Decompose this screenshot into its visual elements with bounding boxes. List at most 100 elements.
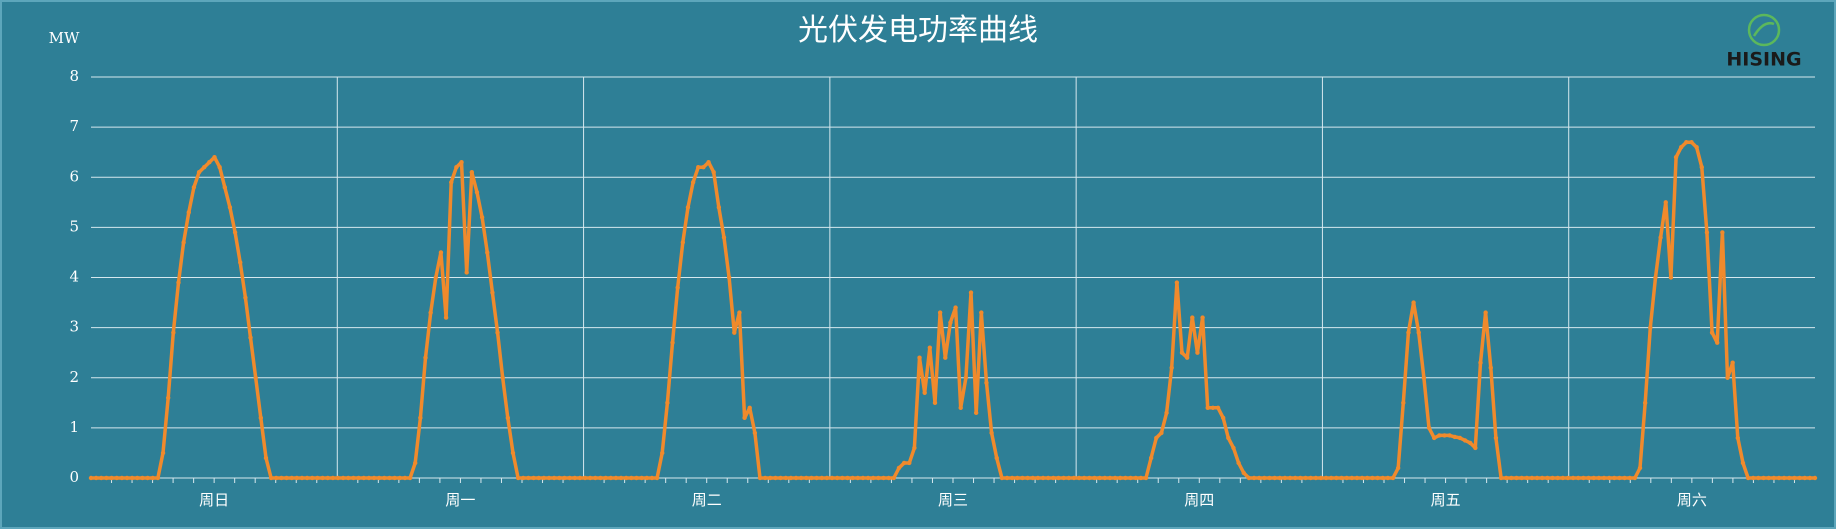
x-tick-label: 周四 [1184, 491, 1214, 509]
data-point [1344, 475, 1349, 481]
data-point [876, 475, 881, 481]
y-tick-label: 5 [69, 217, 79, 235]
data-point [346, 475, 351, 481]
data-point [1437, 433, 1442, 438]
data-point [1112, 475, 1118, 481]
data-point [1318, 475, 1324, 481]
data-point [160, 450, 166, 456]
data-point [1087, 475, 1092, 481]
data-point [1447, 433, 1452, 438]
data-point [1704, 230, 1710, 235]
data-point [521, 475, 526, 481]
data-point [1390, 475, 1396, 481]
data-point [922, 390, 927, 395]
data-point [907, 460, 912, 466]
data-point [680, 240, 686, 245]
data-point [428, 310, 433, 315]
data-point [1251, 475, 1257, 481]
data-point [881, 475, 886, 481]
data-point [1632, 475, 1638, 481]
data-point [1051, 475, 1056, 481]
x-tick-label: 周一 [445, 491, 475, 509]
data-point [732, 330, 737, 335]
data-point [1689, 139, 1694, 145]
data-point [490, 290, 495, 295]
data-point [1673, 155, 1679, 160]
data-point [1529, 475, 1535, 481]
data-point [418, 415, 423, 421]
data-point [1653, 275, 1658, 280]
x-tick-label: 周日 [199, 491, 229, 509]
data-point [202, 165, 207, 170]
data-point [1684, 139, 1689, 145]
data-point [1720, 230, 1725, 235]
data-point [114, 475, 119, 481]
data-point [1488, 365, 1493, 370]
data-point [994, 455, 999, 461]
data-point [155, 475, 161, 481]
data-point [1699, 165, 1704, 170]
data-point [613, 475, 619, 481]
data-point [711, 170, 716, 175]
data-point [1380, 475, 1385, 481]
data-point [459, 160, 464, 165]
data-point [1581, 475, 1586, 481]
data-point [1025, 475, 1030, 481]
data-point [804, 475, 809, 481]
data-point [1565, 475, 1571, 481]
data-point [757, 475, 763, 481]
data-point [1184, 355, 1190, 360]
data-point [258, 415, 264, 421]
data-point [1354, 475, 1360, 481]
data-point [989, 430, 994, 436]
data-point [1359, 475, 1365, 481]
data-point [449, 180, 454, 185]
data-point [598, 475, 603, 481]
data-point [510, 450, 516, 456]
data-point [1133, 475, 1138, 481]
data-point [366, 475, 372, 481]
data-point [721, 235, 727, 240]
data-point [1071, 475, 1077, 481]
data-point [1514, 475, 1519, 481]
data-point [855, 475, 860, 481]
data-point [1401, 400, 1406, 406]
data-point [1020, 475, 1025, 481]
data-point [1468, 440, 1473, 446]
data-point [1416, 330, 1421, 335]
y-tick-label: 3 [69, 318, 79, 336]
data-point [279, 475, 284, 481]
data-point [809, 475, 814, 481]
data-point [531, 475, 536, 481]
data-point [140, 475, 145, 481]
data-point [1195, 350, 1200, 355]
data-point [1648, 325, 1653, 330]
data-point [582, 475, 588, 481]
data-point [1498, 475, 1504, 481]
data-point [896, 465, 902, 471]
data-point [1164, 410, 1169, 416]
data-point [958, 405, 963, 411]
data-point [840, 475, 845, 481]
data-point [742, 415, 747, 421]
data-point [495, 330, 500, 335]
data-point [1308, 475, 1313, 481]
data-point [382, 475, 387, 481]
data-point [551, 475, 557, 481]
data-point [1262, 475, 1267, 481]
data-point [608, 475, 613, 481]
data-point [217, 165, 222, 170]
data-point [1504, 475, 1509, 481]
data-point [469, 170, 475, 175]
data-point [629, 475, 634, 481]
data-point [1483, 310, 1488, 315]
data-point [1174, 280, 1180, 285]
data-point [726, 275, 732, 280]
data-point [1334, 475, 1339, 481]
data-point [376, 475, 382, 481]
data-point [1293, 475, 1298, 481]
data-point [464, 270, 469, 275]
data-point [1457, 435, 1463, 441]
data-point [886, 475, 891, 481]
data-point [1365, 475, 1370, 481]
